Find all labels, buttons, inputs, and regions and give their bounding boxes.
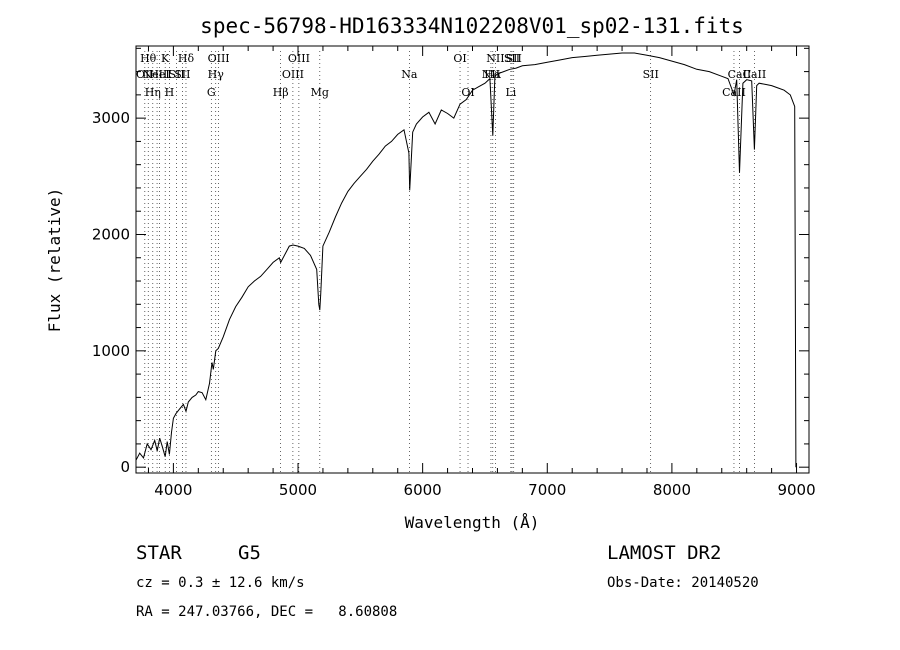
line-label: Hη (145, 86, 161, 99)
plot-frame (135, 45, 810, 474)
line-label: Hγ (208, 68, 225, 81)
line-label: NII (486, 52, 504, 65)
line-label: Hα (484, 68, 502, 81)
line-label: OI (453, 52, 466, 65)
y-tick-label: 1000 (92, 342, 130, 360)
line-label: CaII (728, 68, 752, 81)
line-label: OIII (282, 68, 304, 81)
spectrum-series-line (135, 52, 797, 468)
line-label: H (165, 86, 175, 99)
line-label: OIII (288, 52, 310, 65)
object-subclass: G5 (238, 542, 261, 564)
axis-tick-labels: 4000 5000 6000 7000 8000 9000 0 1000 2000 3000 (92, 109, 816, 499)
line-label: G (207, 86, 216, 99)
line-label: CaII (743, 68, 767, 81)
redshift-line: cz = 0.3 ± 12.6 km/s (136, 575, 305, 591)
spectral-line-labels: OIIHθHηNeIIIHeIKHSIISIIHδGHγOIIIHβOIIIOI… (136, 52, 766, 99)
line-label: OIII (208, 52, 230, 65)
line-label: SII (174, 68, 190, 81)
obs-date: Obs-Date: 20140520 (607, 575, 759, 591)
x-tick-label: 9000 (777, 481, 815, 499)
coordinates-line: RA = 247.03766, DEC = 8.60808 (136, 604, 398, 620)
object-class: STAR (136, 542, 182, 564)
line-label: SII (504, 52, 520, 65)
line-label: K (161, 52, 170, 65)
line-label: Hβ (273, 86, 289, 99)
line-label: NeIII (142, 68, 171, 81)
line-label: Na (401, 68, 418, 81)
y-axis-label: Flux (relative) (45, 188, 64, 333)
line-label: SII (643, 68, 659, 81)
line-label: SII (169, 68, 185, 81)
line-label: SII (506, 52, 522, 65)
x-tick-label: 8000 (653, 481, 691, 499)
y-tick-label: 2000 (92, 225, 130, 243)
spectral-line-markers (144, 51, 755, 473)
line-label: HeI (149, 68, 169, 81)
x-tick-label: 7000 (528, 481, 566, 499)
line-label: OI (461, 86, 474, 99)
x-tick-label: 6000 (404, 481, 442, 499)
y-tick-label: 0 (120, 458, 130, 476)
line-label: Hθ (140, 52, 157, 65)
x-tick-label: 4000 (154, 481, 192, 499)
y-tick-label: 3000 (92, 109, 130, 127)
chart-title: spec-56798-HD163334N102208V01_sp02-131.f… (200, 14, 744, 38)
line-label: NII (482, 68, 500, 81)
axis-ticks (136, 46, 809, 473)
x-tick-label: 5000 (279, 481, 317, 499)
line-label: Hδ (178, 52, 195, 65)
survey-label: LAMOST DR2 (607, 542, 722, 564)
line-label: Mg (311, 86, 329, 99)
line-label: Li (505, 86, 516, 99)
x-axis-label: Wavelength (Å) (405, 513, 540, 532)
